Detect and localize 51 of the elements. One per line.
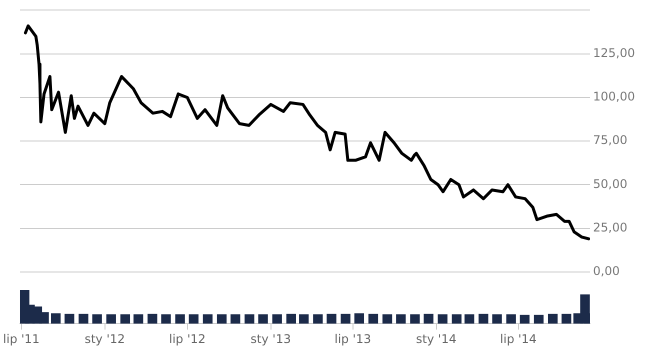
bar (396, 314, 406, 324)
bar (92, 314, 102, 324)
bar (188, 314, 198, 324)
bar (368, 314, 378, 324)
bar (492, 314, 502, 324)
bar (520, 314, 530, 324)
bar (134, 314, 144, 324)
bar (534, 314, 544, 324)
x-tick-label: sty '13 (250, 332, 291, 346)
bar (354, 313, 364, 324)
bar (175, 314, 185, 324)
bar (382, 314, 392, 324)
x-tick-label: lip '14 (500, 332, 537, 346)
bar (313, 314, 323, 324)
bar (161, 314, 171, 324)
bar (326, 314, 336, 324)
bar (340, 314, 350, 324)
bar (452, 314, 462, 324)
y-tick-label: 50,00 (593, 176, 628, 191)
y-tick-label: 125,00 (593, 46, 635, 60)
y-tick-label: 100,00 (593, 90, 635, 104)
bar (464, 314, 474, 324)
bar (244, 314, 254, 324)
bar (478, 314, 488, 324)
bar (64, 314, 74, 324)
bar (548, 314, 558, 324)
bar (120, 314, 130, 324)
bar (50, 313, 61, 324)
y-tick-label: 0,00 (593, 264, 620, 278)
bar (230, 314, 240, 324)
x-tick-label: lip '13 (334, 332, 372, 346)
bar (258, 314, 268, 324)
bar (438, 314, 448, 324)
bar (106, 314, 116, 324)
bar (216, 314, 227, 324)
x-tick-label: sty '14 (416, 332, 456, 346)
bar (424, 314, 434, 324)
x-tick-label: lip '12 (168, 332, 206, 346)
bar (272, 314, 282, 324)
bar (562, 314, 572, 324)
x-tick-label: sty '12 (84, 332, 126, 346)
bar (78, 314, 88, 324)
y-tick-label: 25,00 (593, 220, 628, 234)
y-tick-label: 75,00 (593, 133, 628, 148)
bar (286, 314, 296, 324)
bar (299, 314, 309, 324)
bar (506, 314, 516, 324)
bar (410, 314, 420, 324)
x-tick-label: lip '11 (3, 332, 40, 346)
bar (148, 314, 158, 324)
bar (202, 314, 213, 324)
